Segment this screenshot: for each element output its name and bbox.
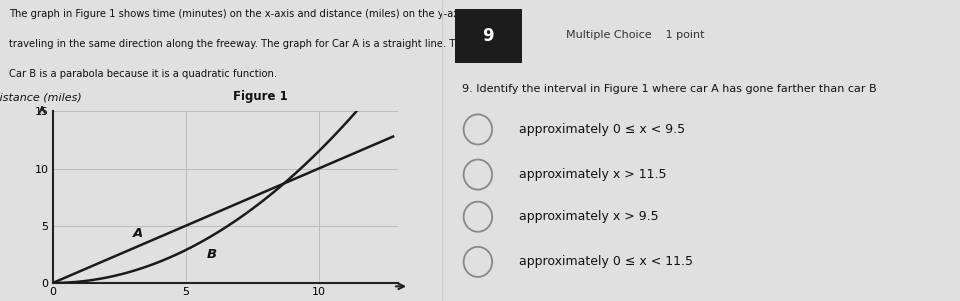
Text: 9. Identify the interval in Figure 1 where car A has gone farther than car B: 9. Identify the interval in Figure 1 whe… <box>463 84 877 94</box>
Text: traveling in the same direction along the freeway. The graph for Car A is a stra: traveling in the same direction along th… <box>9 39 516 49</box>
Text: Car B is a parabola because it is a quadratic function.: Car B is a parabola because it is a quad… <box>9 69 276 79</box>
Text: Multiple Choice    1 point: Multiple Choice 1 point <box>566 29 705 40</box>
Text: approximately x > 9.5: approximately x > 9.5 <box>519 210 659 223</box>
Text: approximately 0 ≤ x < 9.5: approximately 0 ≤ x < 9.5 <box>519 123 685 136</box>
Text: Figure 1: Figure 1 <box>232 90 288 103</box>
Text: 9: 9 <box>483 27 494 45</box>
FancyBboxPatch shape <box>455 9 522 63</box>
Text: Distance (miles): Distance (miles) <box>0 93 82 103</box>
Text: The graph in Figure 1 shows time (minutes) on the x-axis and distance (miles) on: The graph in Figure 1 shows time (minute… <box>9 9 508 19</box>
Text: B: B <box>207 248 217 261</box>
Text: approximately x > 11.5: approximately x > 11.5 <box>519 168 667 181</box>
Text: A: A <box>132 227 143 240</box>
Text: approximately 0 ≤ x < 11.5: approximately 0 ≤ x < 11.5 <box>519 255 693 268</box>
